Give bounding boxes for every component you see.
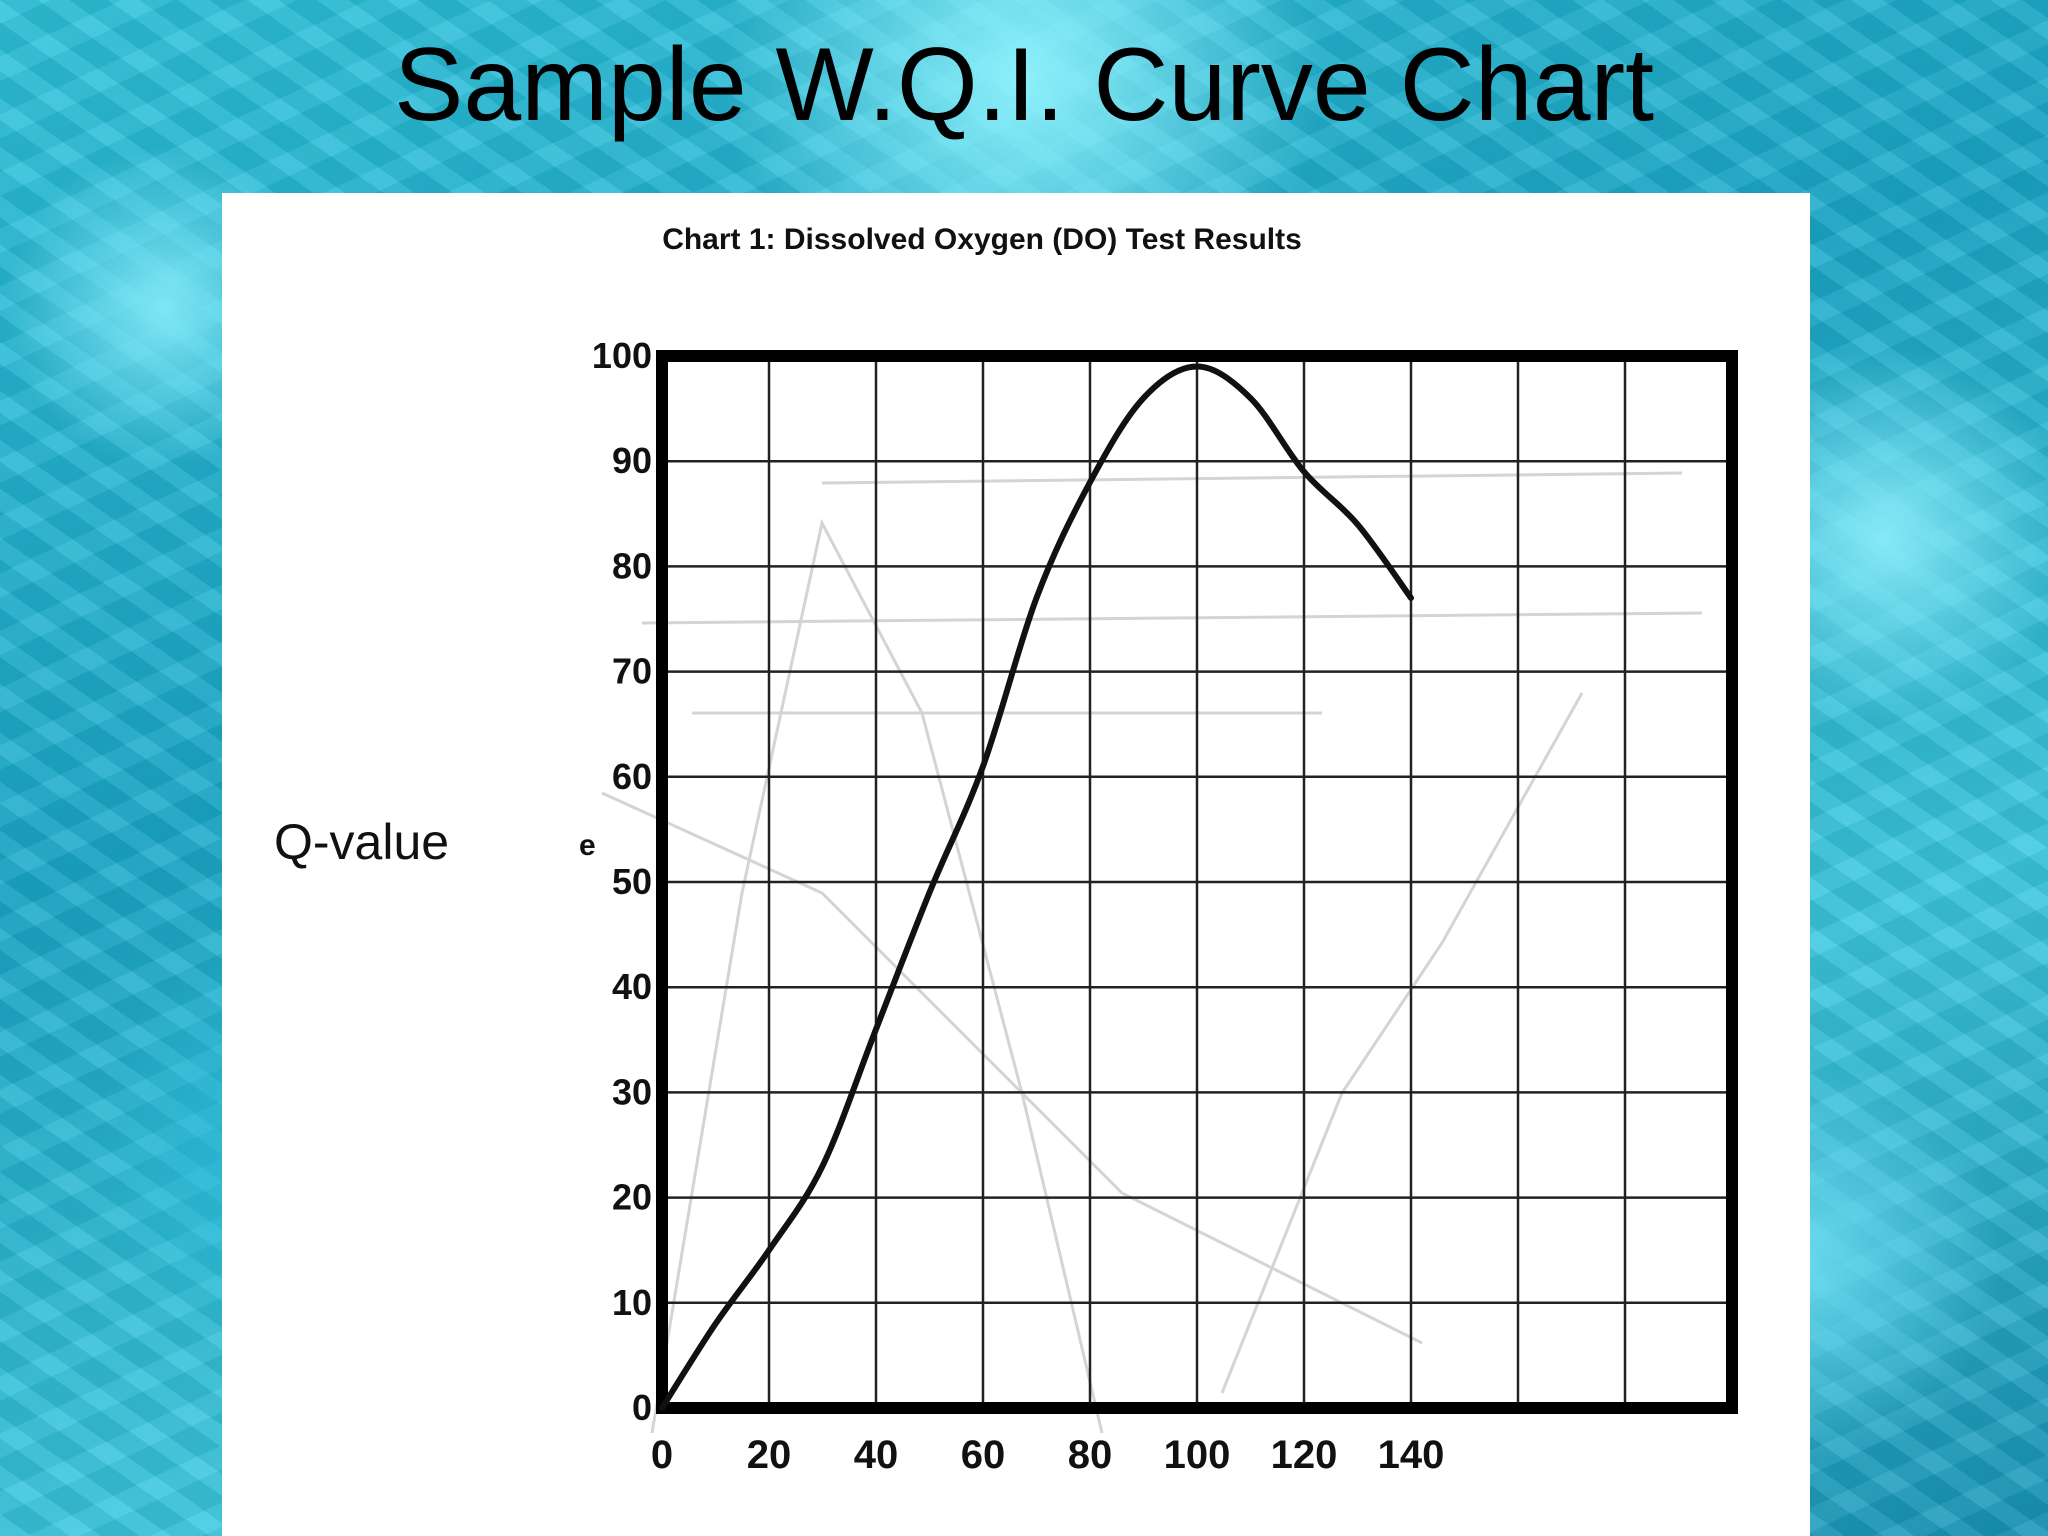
scan-bleed-through <box>601 471 1703 1434</box>
x-tick-label: 120 <box>1271 1433 1338 1477</box>
y-tick-label: 20 <box>612 1177 652 1218</box>
y-tick-label: 100 <box>592 335 652 376</box>
y-tick-labels: 0 10 20 30 40 50 60 70 80 90 100 <box>592 335 652 1428</box>
x-tick-label: 40 <box>854 1433 899 1477</box>
x-tick-label: 20 <box>747 1433 792 1477</box>
y-tick-label: 0 <box>632 1387 652 1428</box>
y-tick-label: 70 <box>612 651 652 692</box>
x-tick-labels: 0 20 40 60 80 100 120 140 <box>651 1433 1445 1477</box>
grid-lines <box>660 354 1734 1410</box>
y-tick-label: 30 <box>612 1071 652 1112</box>
y-axis-label: Q-value <box>274 814 449 870</box>
do-q-value-curve <box>659 363 1414 1411</box>
y-tick-label: 90 <box>612 440 652 481</box>
x-tick-label: 140 <box>1378 1433 1445 1477</box>
y-label-fragment: e <box>579 829 596 862</box>
chart-paper: 0 10 20 30 40 50 60 70 80 90 100 0 20 40 60 80 100 120 14… <box>222 193 1810 1536</box>
chart-title: Chart 1: Dissolved Oxygen (DO) Test Resu… <box>662 223 1302 256</box>
slide-title: Sample W.Q.I. Curve Chart <box>394 27 1654 143</box>
x-tick-label: 100 <box>1164 1433 1231 1477</box>
y-tick-label: 10 <box>612 1282 652 1323</box>
y-tick-label: 60 <box>612 756 652 797</box>
y-tick-label: 50 <box>612 861 652 902</box>
x-tick-label: 80 <box>1068 1433 1113 1477</box>
x-tick-label: 60 <box>961 1433 1006 1477</box>
y-tick-label: 80 <box>612 545 652 586</box>
plot-frame <box>656 350 1738 1414</box>
y-tick-label: 40 <box>612 966 652 1007</box>
do-curve-chart: 0 10 20 30 40 50 60 70 80 90 100 0 20 40 60 80 100 120 14… <box>274 223 1738 1477</box>
x-tick-label: 0 <box>651 1433 673 1477</box>
